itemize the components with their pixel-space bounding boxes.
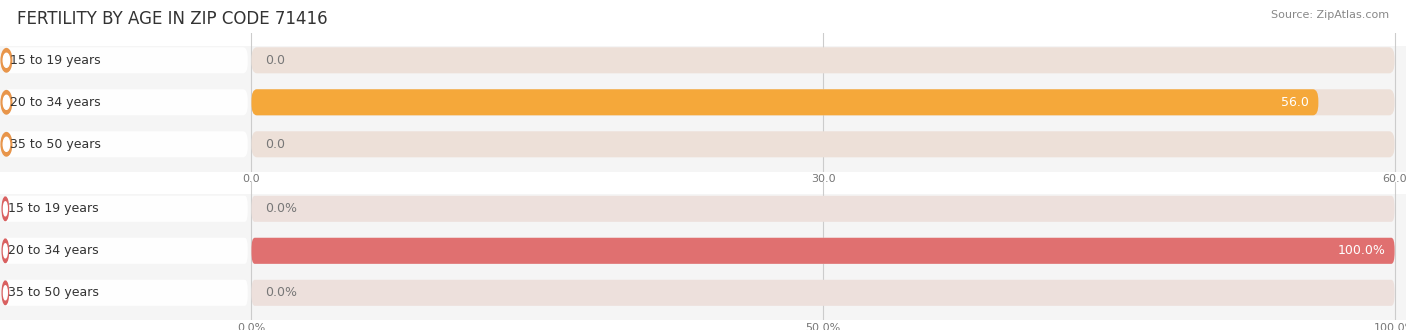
- Text: 15 to 19 years: 15 to 19 years: [7, 202, 98, 215]
- Text: 20 to 34 years: 20 to 34 years: [7, 244, 98, 257]
- Text: 56.0: 56.0: [1281, 96, 1309, 109]
- Circle shape: [3, 286, 7, 300]
- FancyBboxPatch shape: [252, 280, 1395, 306]
- FancyBboxPatch shape: [252, 238, 1395, 264]
- Circle shape: [1, 90, 11, 114]
- FancyBboxPatch shape: [252, 89, 1319, 115]
- FancyBboxPatch shape: [4, 131, 247, 157]
- Text: 20 to 34 years: 20 to 34 years: [10, 96, 101, 109]
- FancyBboxPatch shape: [252, 238, 1395, 264]
- FancyBboxPatch shape: [4, 280, 247, 306]
- Text: Source: ZipAtlas.com: Source: ZipAtlas.com: [1271, 10, 1389, 20]
- Text: 0.0%: 0.0%: [266, 286, 297, 299]
- Circle shape: [1, 133, 11, 156]
- FancyBboxPatch shape: [4, 196, 247, 222]
- Circle shape: [3, 53, 10, 67]
- Text: 35 to 50 years: 35 to 50 years: [7, 286, 98, 299]
- Text: 100.0%: 100.0%: [1337, 244, 1385, 257]
- FancyBboxPatch shape: [252, 131, 1395, 157]
- Text: 0.0: 0.0: [266, 54, 285, 67]
- Circle shape: [3, 197, 8, 220]
- FancyBboxPatch shape: [0, 194, 1406, 320]
- Circle shape: [3, 137, 10, 151]
- Circle shape: [3, 281, 8, 305]
- Circle shape: [3, 95, 10, 109]
- Text: 0.0: 0.0: [266, 138, 285, 151]
- FancyBboxPatch shape: [4, 238, 247, 264]
- FancyBboxPatch shape: [252, 47, 1395, 73]
- Circle shape: [3, 244, 7, 258]
- FancyBboxPatch shape: [0, 46, 1406, 172]
- FancyBboxPatch shape: [4, 89, 247, 115]
- Circle shape: [3, 239, 8, 263]
- Circle shape: [3, 202, 7, 216]
- FancyBboxPatch shape: [4, 47, 247, 73]
- Text: 15 to 19 years: 15 to 19 years: [10, 54, 101, 67]
- Text: 35 to 50 years: 35 to 50 years: [10, 138, 101, 151]
- Text: 0.0%: 0.0%: [266, 202, 297, 215]
- Circle shape: [1, 49, 11, 72]
- Text: FERTILITY BY AGE IN ZIP CODE 71416: FERTILITY BY AGE IN ZIP CODE 71416: [17, 10, 328, 28]
- FancyBboxPatch shape: [252, 196, 1395, 222]
- FancyBboxPatch shape: [252, 89, 1395, 115]
